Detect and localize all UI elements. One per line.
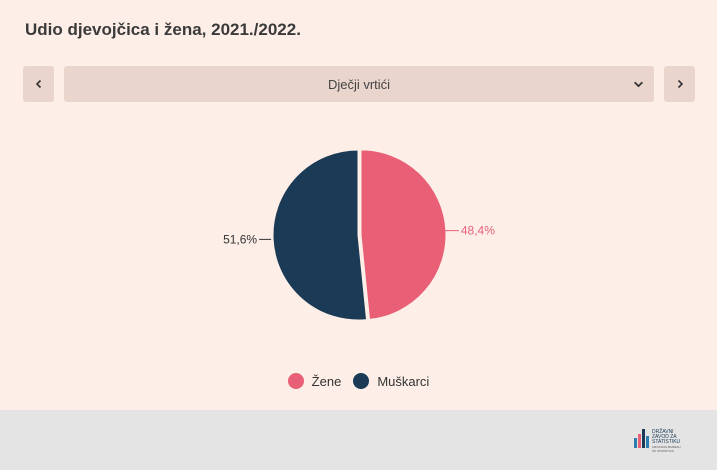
dzs-logo: DRŽAVNI ZAVOD ZA STATISTIKU CROATIAN BUR… <box>634 427 681 453</box>
data-label-zene: 48,4% <box>461 224 495 238</box>
legend-swatch-zene <box>287 373 304 389</box>
legend-label-muskarci: Muškarci <box>377 373 430 389</box>
logo-line-4: CROATIAN BUREAU <box>652 445 681 449</box>
chevron-left-icon <box>35 79 41 89</box>
pie-chart: 48,4% 51,6% <box>223 149 495 321</box>
data-label-muskarci: 51,6% <box>223 232 257 246</box>
chart-legend: Žene Muškarci <box>0 370 717 392</box>
category-select-value: Dječji vrtići <box>327 76 391 92</box>
logo-line-3: STATISTIKU <box>652 439 681 445</box>
legend-label-zene: Žene <box>311 373 342 389</box>
legend-item-zene[interactable]: Žene <box>287 373 342 389</box>
footer <box>0 410 717 470</box>
category-select[interactable]: Dječji vrtići <box>64 66 654 102</box>
chevron-down-icon <box>634 81 643 88</box>
logo-line-2: ZAVOD ZA <box>652 434 677 440</box>
legend-item-muskarci[interactable]: Muškarci <box>353 373 429 389</box>
logo-line-1: DRŽAVNI <box>652 427 674 435</box>
chevron-right-icon <box>677 79 683 89</box>
logo-line-5: OF STATISTICS <box>652 449 674 453</box>
pie-slice-muskarci[interactable] <box>272 149 368 321</box>
next-button[interactable] <box>664 66 695 102</box>
pie-slice-zene[interactable] <box>360 149 447 320</box>
page-title: Udio djevojčica i žena, 2021./2022. <box>25 20 301 39</box>
previous-button[interactable] <box>23 66 54 102</box>
legend-swatch-muskarci <box>353 373 370 389</box>
